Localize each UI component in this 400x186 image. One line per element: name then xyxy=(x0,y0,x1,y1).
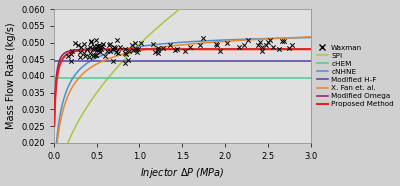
Point xyxy=(87,45,94,48)
Point xyxy=(106,43,113,46)
Point xyxy=(265,40,272,43)
Point xyxy=(81,51,88,54)
Point xyxy=(224,41,230,44)
Point xyxy=(172,49,179,52)
Point xyxy=(72,42,78,45)
Point xyxy=(104,50,111,53)
Point xyxy=(112,46,118,49)
Point xyxy=(117,46,124,49)
Point xyxy=(99,45,105,48)
Point xyxy=(267,39,273,42)
Point xyxy=(110,47,116,50)
Point xyxy=(132,41,138,44)
Point xyxy=(286,46,292,49)
Point xyxy=(68,49,75,52)
Point xyxy=(88,41,94,44)
Point xyxy=(93,54,99,57)
Point xyxy=(111,46,118,49)
Point xyxy=(81,42,87,45)
Point xyxy=(102,54,108,57)
Point xyxy=(97,46,104,49)
Point xyxy=(65,55,72,58)
Point xyxy=(276,48,282,51)
Point xyxy=(236,46,242,49)
Point xyxy=(280,39,287,42)
Point xyxy=(160,47,166,50)
Point xyxy=(94,49,100,52)
Point xyxy=(77,51,83,54)
Point xyxy=(110,60,116,63)
Point xyxy=(92,54,99,57)
Point xyxy=(155,47,162,50)
Point xyxy=(91,54,97,57)
Point xyxy=(241,44,247,47)
Point xyxy=(154,51,161,54)
Point xyxy=(289,44,296,47)
Point xyxy=(167,44,173,47)
Point xyxy=(155,49,162,52)
Point xyxy=(75,43,82,46)
Point xyxy=(255,43,261,46)
Point xyxy=(94,45,100,48)
X-axis label: Injector $\Delta P$ (MPa): Injector $\Delta P$ (MPa) xyxy=(140,166,224,180)
Point xyxy=(259,50,265,53)
Point xyxy=(87,52,93,55)
Point xyxy=(259,45,265,48)
Point xyxy=(214,44,221,47)
Point xyxy=(90,54,96,57)
Point xyxy=(77,55,84,58)
Point xyxy=(92,47,98,50)
Point xyxy=(114,39,120,41)
Point xyxy=(68,59,74,62)
Point xyxy=(84,47,90,50)
Point xyxy=(278,39,285,42)
Point xyxy=(96,44,102,47)
Point xyxy=(138,41,144,44)
Point xyxy=(88,40,94,43)
Point xyxy=(152,50,158,53)
Point xyxy=(78,45,85,48)
Point xyxy=(126,49,133,52)
Point xyxy=(186,45,193,48)
Point xyxy=(122,51,128,54)
Legend: Waxman, SPI, cHEM, cNHNE, Modified H-F, X. Fan et. al., Modified Omega, Proposed: Waxman, SPI, cHEM, cNHNE, Modified H-F, … xyxy=(317,45,394,107)
Point xyxy=(124,59,131,62)
Point xyxy=(122,48,128,51)
Point xyxy=(174,48,180,51)
Y-axis label: Mass Flow Rate (kg/s): Mass Flow Rate (kg/s) xyxy=(6,23,16,129)
Point xyxy=(92,39,99,41)
Point xyxy=(86,55,92,58)
Point xyxy=(150,43,156,46)
Point xyxy=(130,48,136,51)
Point xyxy=(100,42,107,45)
Point xyxy=(95,45,102,48)
Point xyxy=(68,52,74,55)
Point xyxy=(257,41,264,44)
Point xyxy=(217,49,224,52)
Point xyxy=(134,51,140,54)
Point xyxy=(263,44,269,46)
Point xyxy=(135,48,141,51)
Point xyxy=(197,43,204,46)
Point xyxy=(115,52,122,54)
Point xyxy=(200,36,206,39)
Point xyxy=(244,39,251,42)
Point xyxy=(123,52,130,55)
Point xyxy=(82,54,88,57)
Point xyxy=(133,47,140,50)
Point xyxy=(106,44,112,47)
Point xyxy=(107,50,114,53)
Point xyxy=(270,46,276,49)
Point xyxy=(129,44,136,47)
Point xyxy=(98,47,104,50)
Point xyxy=(90,48,96,51)
Point xyxy=(122,61,128,64)
Point xyxy=(113,51,119,54)
Point xyxy=(97,50,104,53)
Point xyxy=(96,49,102,52)
Point xyxy=(91,45,97,48)
Point xyxy=(213,43,219,46)
Point xyxy=(182,49,188,52)
